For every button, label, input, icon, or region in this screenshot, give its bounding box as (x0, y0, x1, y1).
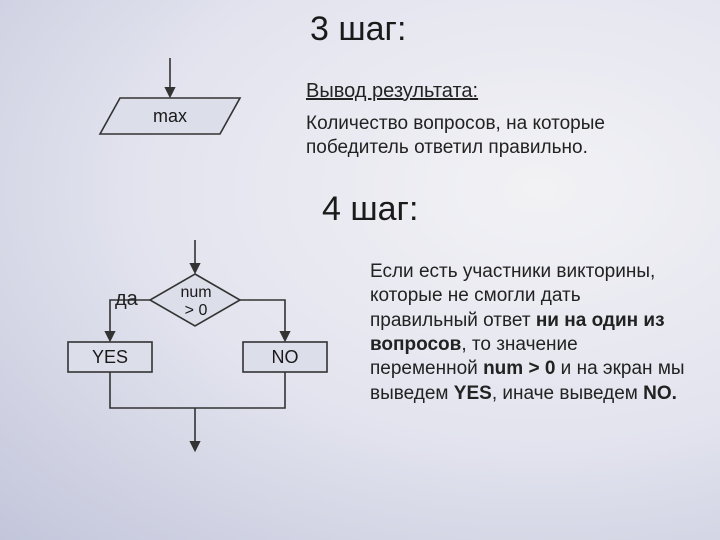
step4-text-b2: num > 0 (483, 358, 555, 379)
step3-output-label: max (153, 106, 187, 126)
yes-box-label: YES (92, 347, 128, 367)
step3-subtitle: Вывод результата: (306, 80, 478, 103)
step4-text: Если есть участники викторины, которые н… (370, 260, 690, 406)
step4-text-b3: YES (454, 383, 492, 404)
step4-flow: num > 0 YES NO (55, 240, 355, 470)
stage: 3 шаг: Вывод результата: Количество вопр… (0, 0, 720, 540)
step4-text-p4: , иначе выведем (492, 383, 643, 404)
step3-text: Количество вопросов, на которые победите… (306, 112, 666, 161)
decision-label-line1: num (180, 284, 211, 301)
decision-label-line2: > 0 (185, 302, 208, 319)
step3-flow: max (80, 58, 260, 168)
step4-text-b4: NO. (643, 383, 677, 404)
yes-branch-label: да (115, 288, 138, 311)
no-box-label: NO (272, 347, 299, 367)
step3-title: 3 шаг: (310, 10, 406, 49)
step4-title: 4 шаг: (322, 190, 418, 229)
